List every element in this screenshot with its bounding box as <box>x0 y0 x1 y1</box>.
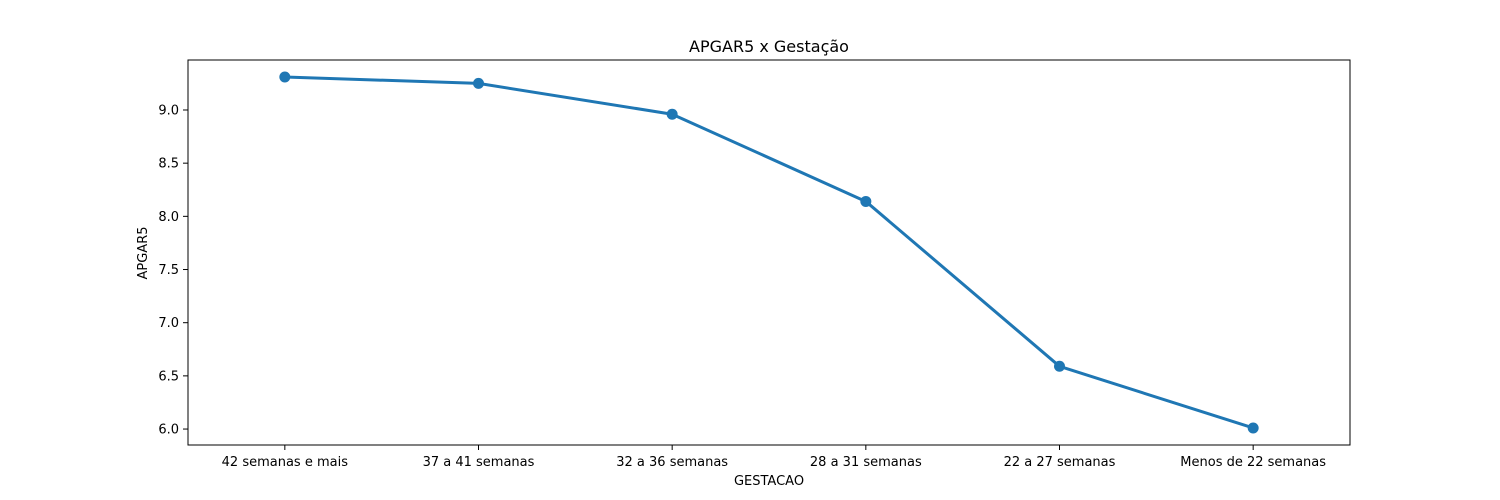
x-axis-title: GESTACAO <box>734 474 804 489</box>
x-tick-label: 28 a 31 semanas <box>810 455 922 470</box>
y-tick-label: 8.0 <box>158 210 179 225</box>
x-tick-label: 22 a 27 semanas <box>1004 455 1116 470</box>
y-tick-label: 9.0 <box>158 103 179 118</box>
data-point <box>279 71 291 83</box>
data-point <box>473 77 484 89</box>
series <box>279 71 1259 434</box>
x-tick-label: 32 a 36 semanas <box>616 455 728 470</box>
y-axis: 6.0 6.5 7.0 7.5 8.0 8.5 9.0 <box>158 103 188 438</box>
y-tick-label: 8.5 <box>158 157 179 172</box>
series-layer <box>279 71 1259 434</box>
x-tick-label: 37 a 41 semanas <box>423 455 535 470</box>
y-tick-label: 7.0 <box>158 316 179 331</box>
y-tick-label: 6.0 <box>158 423 179 438</box>
data-point <box>860 195 872 207</box>
x-tick-label: Menos de 22 semanas <box>1180 455 1326 470</box>
data-point <box>1054 360 1065 372</box>
chart-title: APGAR5 x Gestação <box>689 37 849 56</box>
plot-frame <box>187 59 1351 446</box>
data-point <box>1247 422 1259 434</box>
y-tick-label: 6.5 <box>158 369 179 384</box>
y-tick-label: 7.5 <box>158 263 179 278</box>
y-axis-title: APGAR5 <box>136 226 151 279</box>
series-line <box>283 75 1255 430</box>
x-tick-label: 42 semanas e mais <box>222 455 349 470</box>
data-point <box>666 108 678 120</box>
x-axis: 42 semanas e mais 37 a 41 semanas 32 a 36 … <box>222 445 1326 470</box>
